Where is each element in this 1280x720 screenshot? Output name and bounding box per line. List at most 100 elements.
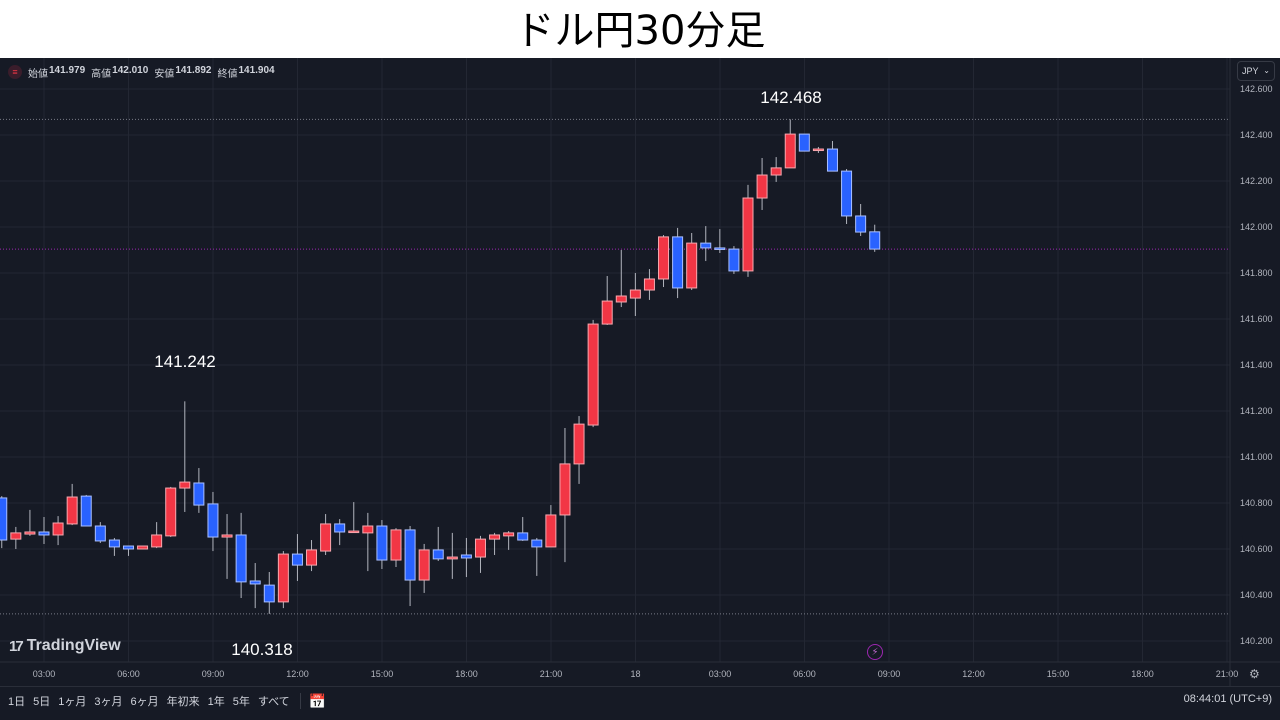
range-ytd-button[interactable]: 年初来 [166, 696, 200, 708]
candle [742, 184, 754, 277]
candle [249, 563, 261, 609]
candle-body [587, 323, 599, 426]
candle-body [235, 534, 247, 583]
candle [151, 522, 163, 549]
candle-body [517, 532, 529, 541]
y-tick-label: 141.400 [1240, 360, 1273, 370]
y-tick-label: 142.400 [1240, 130, 1273, 140]
candle [517, 517, 529, 541]
divider [299, 693, 301, 709]
candle [390, 528, 402, 567]
candle [826, 140, 838, 172]
candle-body [756, 174, 768, 199]
candle-body [24, 531, 36, 535]
candle [320, 514, 332, 555]
page-title: ドル円30分足 [0, 0, 1280, 58]
candle-body [728, 248, 740, 272]
candle-body [658, 236, 670, 280]
candle-body [151, 534, 163, 548]
candle-body [207, 503, 219, 538]
candle [24, 509, 36, 536]
candle [700, 226, 712, 262]
menu-icon[interactable]: ≡ [8, 65, 22, 79]
candle-body [137, 545, 149, 550]
candle-body [404, 529, 416, 581]
candle [334, 519, 346, 546]
candle [235, 512, 247, 598]
candle [714, 229, 726, 253]
candle-body [460, 554, 472, 559]
candle [291, 534, 303, 581]
range-1y-button[interactable]: 1年 [207, 696, 225, 708]
candle [756, 158, 768, 210]
range-1d-button[interactable]: 1日 [8, 696, 26, 708]
candle-body [672, 236, 684, 289]
candle [629, 273, 641, 317]
candle [545, 505, 557, 548]
clock[interactable]: 08:44:01 (UTC+9) [1183, 693, 1272, 705]
y-tick-label: 142.200 [1240, 176, 1273, 186]
bottom-toolbar: 1日 5日 1ヶ月 3ヶ月 6ヶ月 年初来 1年 5年 すべて 📅 08:44:… [0, 686, 1280, 715]
candle-body [277, 553, 289, 603]
candle [728, 246, 740, 274]
y-tick-label: 142.000 [1240, 222, 1273, 232]
candle-body [784, 133, 796, 169]
candle-body [742, 197, 754, 272]
y-tick-label: 141.200 [1240, 406, 1273, 416]
open-item: 始値 141.979 [28, 65, 85, 80]
y-tick-label: 140.800 [1240, 498, 1273, 508]
range-5y-button[interactable]: 5年 [232, 696, 250, 708]
open-label: 始値 [28, 68, 48, 80]
high-annotation: 142.468 [760, 88, 822, 107]
candle [348, 502, 360, 534]
candle-body [503, 532, 515, 537]
candle-body [531, 539, 543, 548]
x-tick-label: 06:00 [117, 669, 140, 679]
lightning-icon[interactable]: ⚡ [867, 644, 883, 660]
candle-body [545, 514, 557, 548]
candle [798, 133, 810, 152]
tradingview-logo[interactable]: 17 TradingView [9, 637, 121, 655]
y-tick-label: 140.400 [1240, 590, 1273, 600]
candle [460, 537, 472, 578]
close-value: 141.904 [238, 64, 275, 76]
candle [601, 275, 613, 325]
candle-body [306, 549, 318, 566]
candle [531, 537, 543, 576]
high-value: 142.010 [112, 64, 149, 76]
calendar-goto-icon[interactable]: 📅 [308, 692, 327, 709]
candle [503, 531, 515, 550]
range-3m-button[interactable]: 3ヶ月 [94, 696, 123, 708]
candle-body [38, 531, 50, 536]
close-label: 終値 [217, 68, 238, 80]
settings-icon[interactable]: ⚙ [1249, 667, 1260, 681]
currency-select[interactable]: JPY ⌄ [1237, 61, 1275, 81]
y-tick-label: 141.600 [1240, 314, 1273, 324]
candle-body [108, 539, 120, 548]
low-value: 141.892 [175, 64, 212, 76]
candle-body [573, 423, 585, 465]
x-tick-label: 21:00 [1216, 669, 1239, 679]
candle [404, 526, 416, 607]
y-tick-label: 140.200 [1240, 636, 1273, 646]
close-item: 終値 141.904 [217, 65, 274, 80]
candle-body [320, 523, 332, 552]
y-tick-label: 140.600 [1240, 544, 1273, 554]
candle [686, 232, 698, 291]
candle [80, 494, 92, 527]
range-1m-button[interactable]: 1ヶ月 [58, 696, 87, 708]
range-6m-button[interactable]: 6ヶ月 [130, 696, 159, 708]
x-tick-label: 18:00 [1131, 669, 1154, 679]
x-tick-label: 21:00 [540, 669, 563, 679]
candle [658, 235, 670, 288]
low-item: 安値 141.892 [154, 65, 211, 80]
ohlc-legend: ≡ 始値 141.979 高値 142.010 安値 141.892 終値 141.90… [8, 63, 275, 81]
candle-body [418, 549, 430, 581]
candle [52, 516, 64, 546]
range-all-button[interactable]: すべて [257, 696, 290, 708]
candle [362, 512, 374, 572]
candle-body [601, 300, 613, 325]
range-5d-button[interactable]: 5日 [33, 696, 51, 708]
x-tick-label: 09:00 [202, 669, 225, 679]
